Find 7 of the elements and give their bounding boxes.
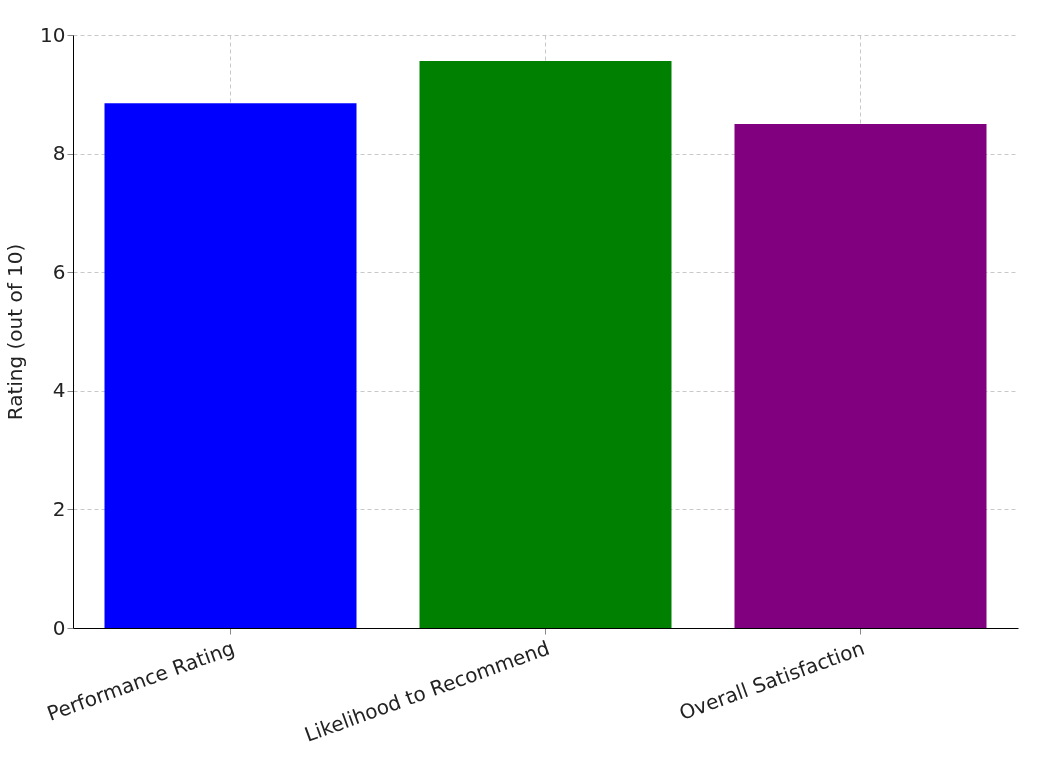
y-tick-label: 2 (52, 496, 66, 521)
y-tick-label: 8 (52, 141, 66, 166)
y-tick-label: 0 (52, 615, 66, 640)
y-tick-label: 4 (52, 378, 66, 403)
y-axis-title: Rating (out of 10) (3, 243, 28, 421)
y-tick-label: 6 (52, 259, 66, 284)
y-tick-label: 10 (40, 22, 66, 47)
